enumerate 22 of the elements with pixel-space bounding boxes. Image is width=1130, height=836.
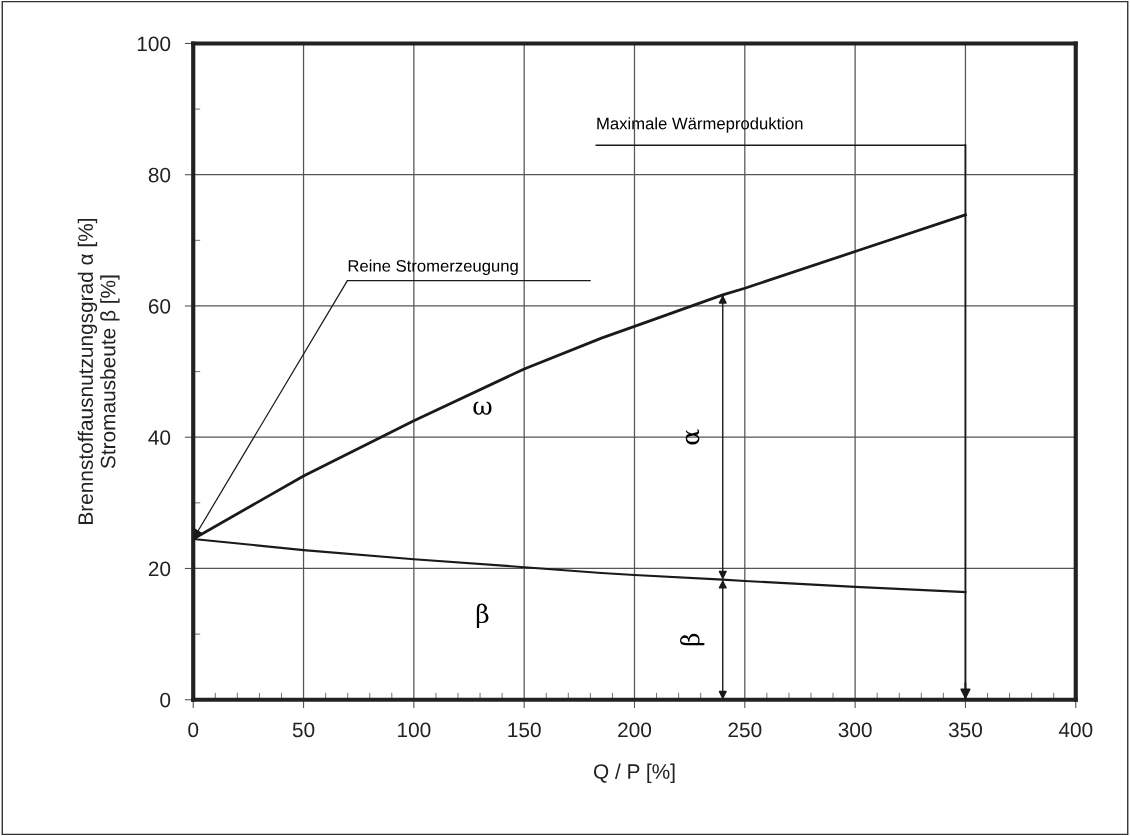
x-axis-title: Q / P [%]: [593, 763, 675, 784]
y-axis-title: Brennstoffausnutzungsgrad α [%] Stromausbeute β [%]: [77, 219, 120, 524]
x-tick-label: 250: [728, 722, 762, 738]
x-tick-label: 0: [188, 722, 199, 738]
y-tick-label: 0: [160, 692, 171, 708]
series-label: ω: [473, 401, 492, 415]
x-tick-label: 100: [398, 722, 431, 738]
x-tick-label: 350: [948, 722, 983, 738]
x-tick-label: 50: [292, 722, 315, 738]
annotation: β: [680, 633, 705, 646]
y-tick-label: 20: [148, 561, 171, 577]
annotation: Reine Stromerzeugung: [348, 259, 518, 276]
x-tick-label: 400: [1058, 722, 1093, 738]
series-label: β: [476, 603, 489, 628]
x-tick-label: 150: [508, 722, 541, 738]
x-tick-label: 300: [838, 722, 872, 738]
x-tick-label: 200: [618, 722, 652, 738]
y-tick-label: 80: [148, 167, 171, 183]
annotation: α: [685, 429, 700, 445]
y-tick-label: 60: [148, 298, 171, 314]
y-tick-label: 100: [137, 36, 171, 52]
y-tick-label: 40: [148, 430, 171, 445]
